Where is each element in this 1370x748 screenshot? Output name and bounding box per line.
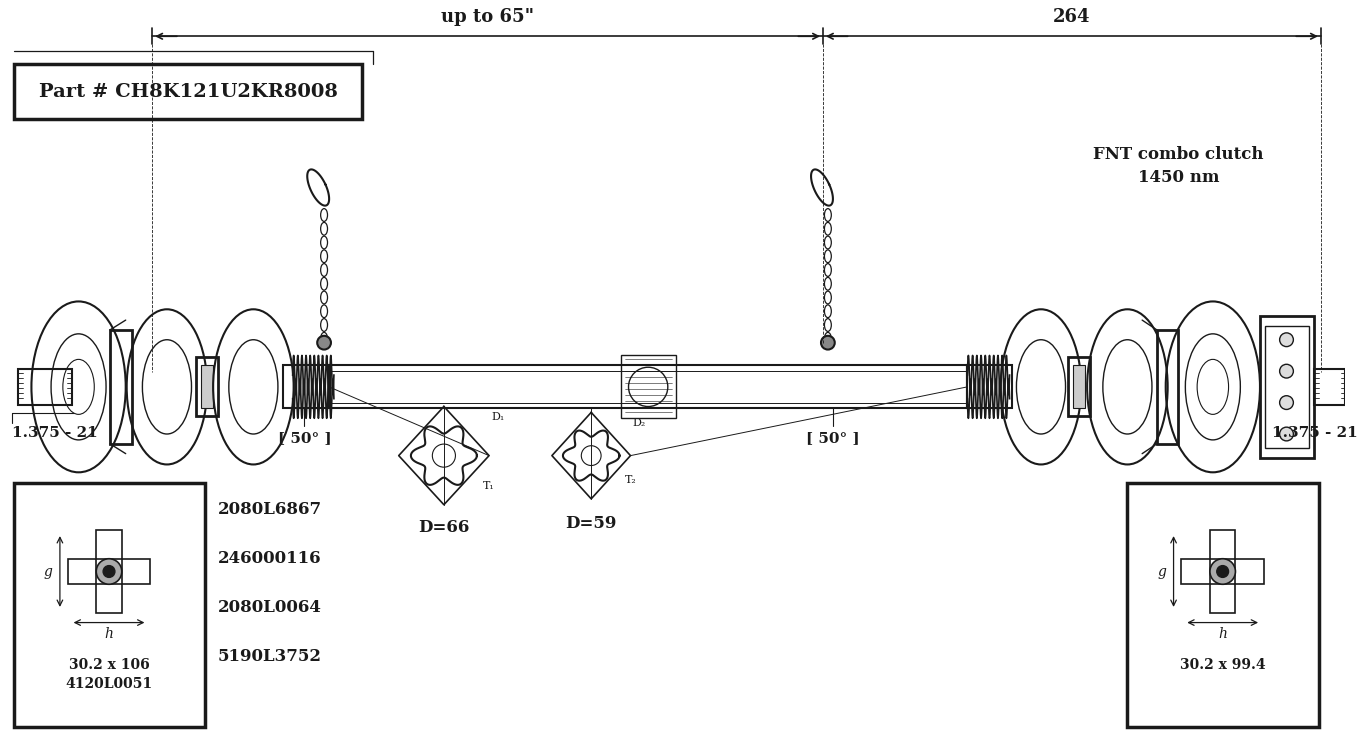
Text: 246000116: 246000116 — [218, 551, 322, 567]
Text: 30.2 x 106: 30.2 x 106 — [68, 657, 149, 672]
Text: h: h — [1218, 628, 1228, 641]
Text: 30.2 x 99.4: 30.2 x 99.4 — [1180, 657, 1266, 672]
Text: 5190L3752: 5190L3752 — [218, 649, 322, 666]
Bar — [1236, 559, 1265, 584]
Bar — [14, 64, 363, 119]
Text: T₂: T₂ — [625, 475, 636, 485]
Bar — [18, 370, 71, 405]
Circle shape — [1280, 333, 1293, 346]
Bar — [1210, 530, 1236, 559]
Text: T₁: T₁ — [484, 481, 495, 491]
Text: 1450 nm: 1450 nm — [1137, 169, 1219, 186]
Text: up to 65": up to 65" — [441, 8, 534, 26]
Bar — [1210, 584, 1236, 613]
Circle shape — [318, 336, 332, 349]
Circle shape — [1280, 396, 1293, 409]
Text: Part # CH8K121U2KR8008: Part # CH8K121U2KR8008 — [40, 83, 338, 101]
Bar — [1069, 358, 1091, 417]
Bar — [621, 355, 675, 418]
Bar — [1128, 483, 1319, 726]
Bar — [282, 365, 330, 408]
Text: [ 50° ]: [ 50° ] — [278, 431, 332, 445]
Text: 2080L0064: 2080L0064 — [218, 599, 322, 616]
Bar — [96, 584, 122, 613]
Bar — [67, 559, 96, 584]
Bar — [122, 559, 151, 584]
Bar — [1073, 365, 1085, 408]
Text: 2080L6867: 2080L6867 — [218, 501, 322, 518]
Bar — [967, 365, 1011, 408]
Circle shape — [96, 559, 122, 584]
Text: 1.375 - 21: 1.375 - 21 — [1271, 426, 1358, 440]
Text: 1.375 - 21: 1.375 - 21 — [12, 426, 97, 440]
Circle shape — [103, 565, 115, 577]
Circle shape — [1280, 364, 1293, 378]
Text: D₂: D₂ — [633, 418, 645, 428]
Bar — [110, 330, 132, 444]
Bar — [1156, 330, 1178, 444]
Bar — [329, 365, 967, 408]
Bar — [196, 358, 218, 417]
Text: h: h — [104, 628, 114, 641]
Text: [ 50° ]: [ 50° ] — [806, 431, 859, 445]
Bar — [201, 365, 214, 408]
Circle shape — [1217, 565, 1229, 577]
Bar — [1181, 559, 1210, 584]
Text: FNT combo clutch: FNT combo clutch — [1093, 146, 1263, 162]
Text: 264: 264 — [1054, 8, 1091, 26]
Circle shape — [1280, 427, 1293, 441]
Text: g: g — [1158, 565, 1166, 578]
Bar — [1260, 316, 1314, 458]
Text: D=66: D=66 — [418, 519, 470, 536]
Text: 4120L0051: 4120L0051 — [66, 678, 152, 691]
Text: D=59: D=59 — [566, 515, 616, 533]
Circle shape — [821, 336, 834, 349]
Text: g: g — [44, 565, 52, 578]
Bar — [1265, 326, 1310, 448]
Bar — [96, 530, 122, 559]
Circle shape — [1210, 559, 1236, 584]
Bar — [14, 483, 205, 726]
Bar — [1314, 370, 1345, 405]
Text: D₁: D₁ — [490, 412, 504, 423]
